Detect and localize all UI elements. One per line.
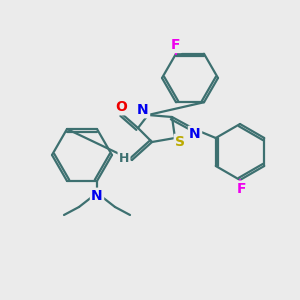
Text: N: N xyxy=(189,127,201,141)
Text: S: S xyxy=(175,135,185,149)
Text: N: N xyxy=(91,189,103,203)
Text: F: F xyxy=(171,38,181,52)
Text: H: H xyxy=(119,152,129,164)
Text: F: F xyxy=(237,182,247,196)
Text: O: O xyxy=(115,100,127,114)
Text: N: N xyxy=(137,103,149,117)
